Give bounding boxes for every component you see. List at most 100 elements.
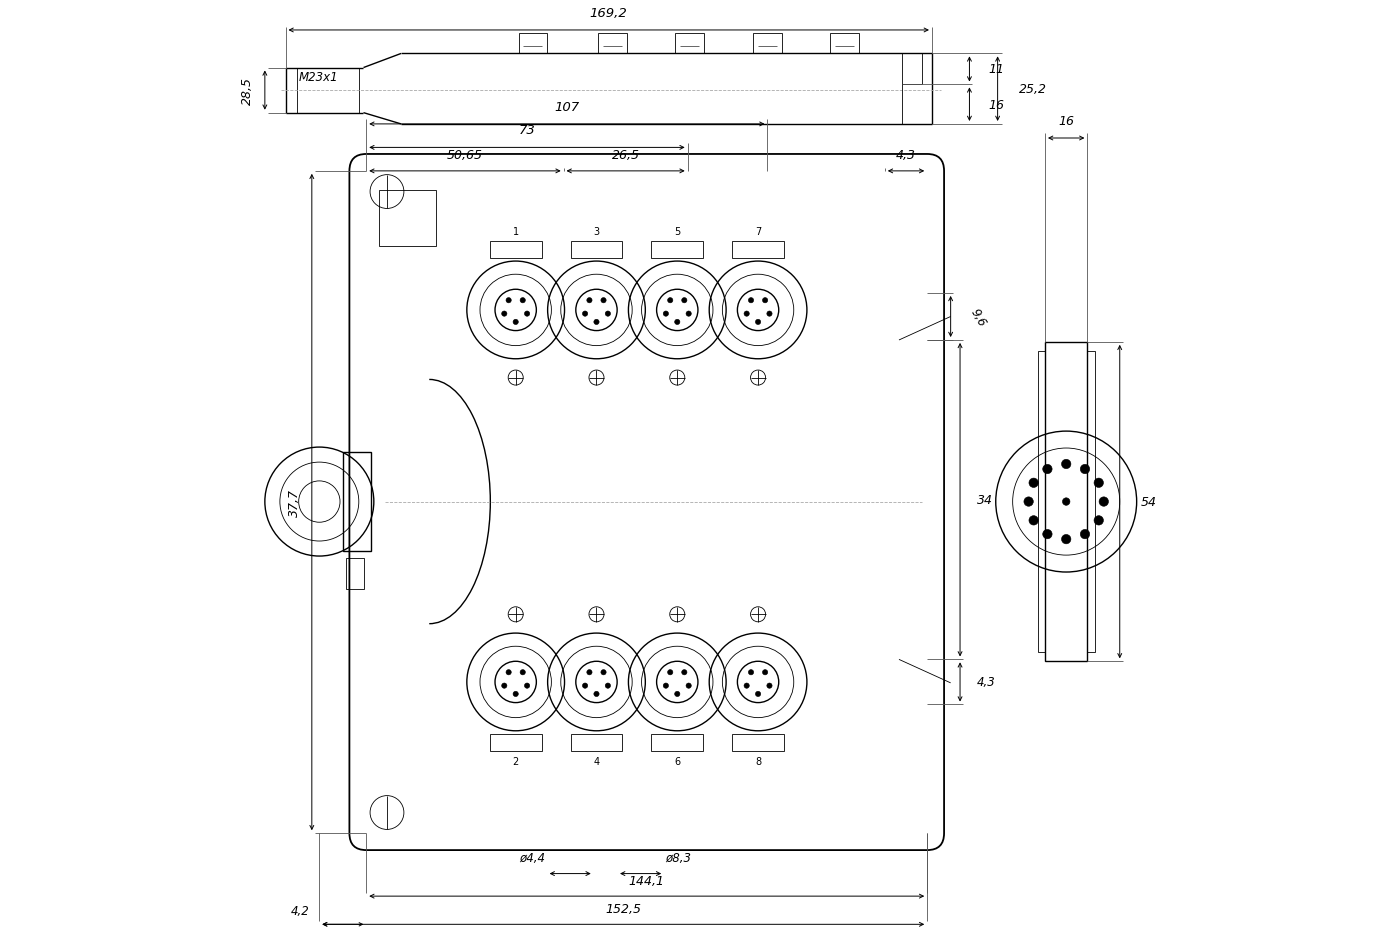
Bar <box>753 34 782 55</box>
Text: 2: 2 <box>513 756 519 767</box>
Circle shape <box>1080 464 1090 474</box>
Circle shape <box>763 298 768 304</box>
Circle shape <box>520 298 526 304</box>
Bar <box>379 191 436 246</box>
Circle shape <box>601 298 606 304</box>
Circle shape <box>1094 516 1104 526</box>
Circle shape <box>506 670 512 675</box>
Circle shape <box>1094 479 1104 488</box>
Text: 169,2: 169,2 <box>590 7 627 20</box>
Circle shape <box>686 312 691 317</box>
Circle shape <box>502 683 507 688</box>
Circle shape <box>1061 535 1071 545</box>
Text: 4: 4 <box>594 756 599 767</box>
Circle shape <box>587 670 592 675</box>
Bar <box>831 34 859 55</box>
Text: 8: 8 <box>756 756 761 767</box>
Text: 5: 5 <box>675 227 680 236</box>
Text: 73: 73 <box>519 124 535 137</box>
Text: 4,2: 4,2 <box>291 903 309 917</box>
Circle shape <box>682 670 687 675</box>
Circle shape <box>605 683 611 688</box>
Circle shape <box>583 683 588 688</box>
Circle shape <box>675 320 680 325</box>
Circle shape <box>756 692 761 697</box>
Text: ø4,4: ø4,4 <box>520 851 545 865</box>
Text: 34: 34 <box>977 494 993 507</box>
Bar <box>651 733 703 750</box>
Bar <box>1046 343 1087 662</box>
Circle shape <box>1043 464 1052 474</box>
Circle shape <box>744 683 750 688</box>
Circle shape <box>594 692 599 697</box>
Circle shape <box>756 320 761 325</box>
Circle shape <box>686 683 691 688</box>
Circle shape <box>767 683 772 688</box>
Text: ø8,3: ø8,3 <box>665 851 691 865</box>
Bar <box>343 452 371 552</box>
Text: 3: 3 <box>594 227 599 236</box>
Text: 37,7: 37,7 <box>289 488 301 516</box>
Bar <box>519 34 546 55</box>
Circle shape <box>1061 460 1071 469</box>
Text: 4,3: 4,3 <box>896 149 916 162</box>
Text: 152,5: 152,5 <box>605 902 641 915</box>
Circle shape <box>664 312 669 317</box>
Circle shape <box>767 312 772 317</box>
Circle shape <box>513 320 519 325</box>
Text: 107: 107 <box>555 100 580 113</box>
Circle shape <box>1098 497 1108 507</box>
Circle shape <box>1025 497 1033 507</box>
Text: 1: 1 <box>513 227 519 236</box>
Circle shape <box>594 320 599 325</box>
Circle shape <box>583 312 588 317</box>
Bar <box>651 242 703 259</box>
Text: 50,65: 50,65 <box>447 149 482 162</box>
Bar <box>675 34 704 55</box>
Circle shape <box>744 312 750 317</box>
Circle shape <box>506 298 512 304</box>
Bar <box>346 558 364 589</box>
Circle shape <box>682 298 687 304</box>
Text: 6: 6 <box>675 756 680 767</box>
Text: 25,2: 25,2 <box>1019 83 1047 96</box>
Bar <box>489 242 541 259</box>
Bar <box>570 242 622 259</box>
Text: 16: 16 <box>1058 114 1075 127</box>
Text: 9,6: 9,6 <box>967 306 988 329</box>
Bar <box>1087 352 1094 652</box>
Circle shape <box>513 692 519 697</box>
Text: 28,5: 28,5 <box>241 77 255 105</box>
Circle shape <box>520 670 526 675</box>
Circle shape <box>1029 516 1039 526</box>
Text: 7: 7 <box>756 227 761 236</box>
Circle shape <box>749 298 754 304</box>
Text: M23x1: M23x1 <box>298 71 339 83</box>
Text: 11: 11 <box>988 63 1004 76</box>
Circle shape <box>1029 479 1039 488</box>
Circle shape <box>1080 530 1090 539</box>
Text: 54: 54 <box>1140 496 1157 509</box>
Bar <box>732 242 783 259</box>
Circle shape <box>664 683 669 688</box>
Circle shape <box>524 312 530 317</box>
Bar <box>1037 352 1046 652</box>
Bar <box>732 733 783 750</box>
Bar <box>570 733 622 750</box>
Circle shape <box>675 692 680 697</box>
Circle shape <box>1043 530 1052 539</box>
Text: 26,5: 26,5 <box>612 149 640 162</box>
Circle shape <box>601 670 606 675</box>
Circle shape <box>668 670 673 675</box>
Circle shape <box>587 298 592 304</box>
Circle shape <box>524 683 530 688</box>
Bar <box>489 733 541 750</box>
Circle shape <box>763 670 768 675</box>
Circle shape <box>605 312 611 317</box>
Circle shape <box>502 312 507 317</box>
Circle shape <box>1062 498 1071 506</box>
Bar <box>598 34 626 55</box>
Circle shape <box>668 298 673 304</box>
Text: 16: 16 <box>988 98 1004 111</box>
Circle shape <box>749 670 754 675</box>
